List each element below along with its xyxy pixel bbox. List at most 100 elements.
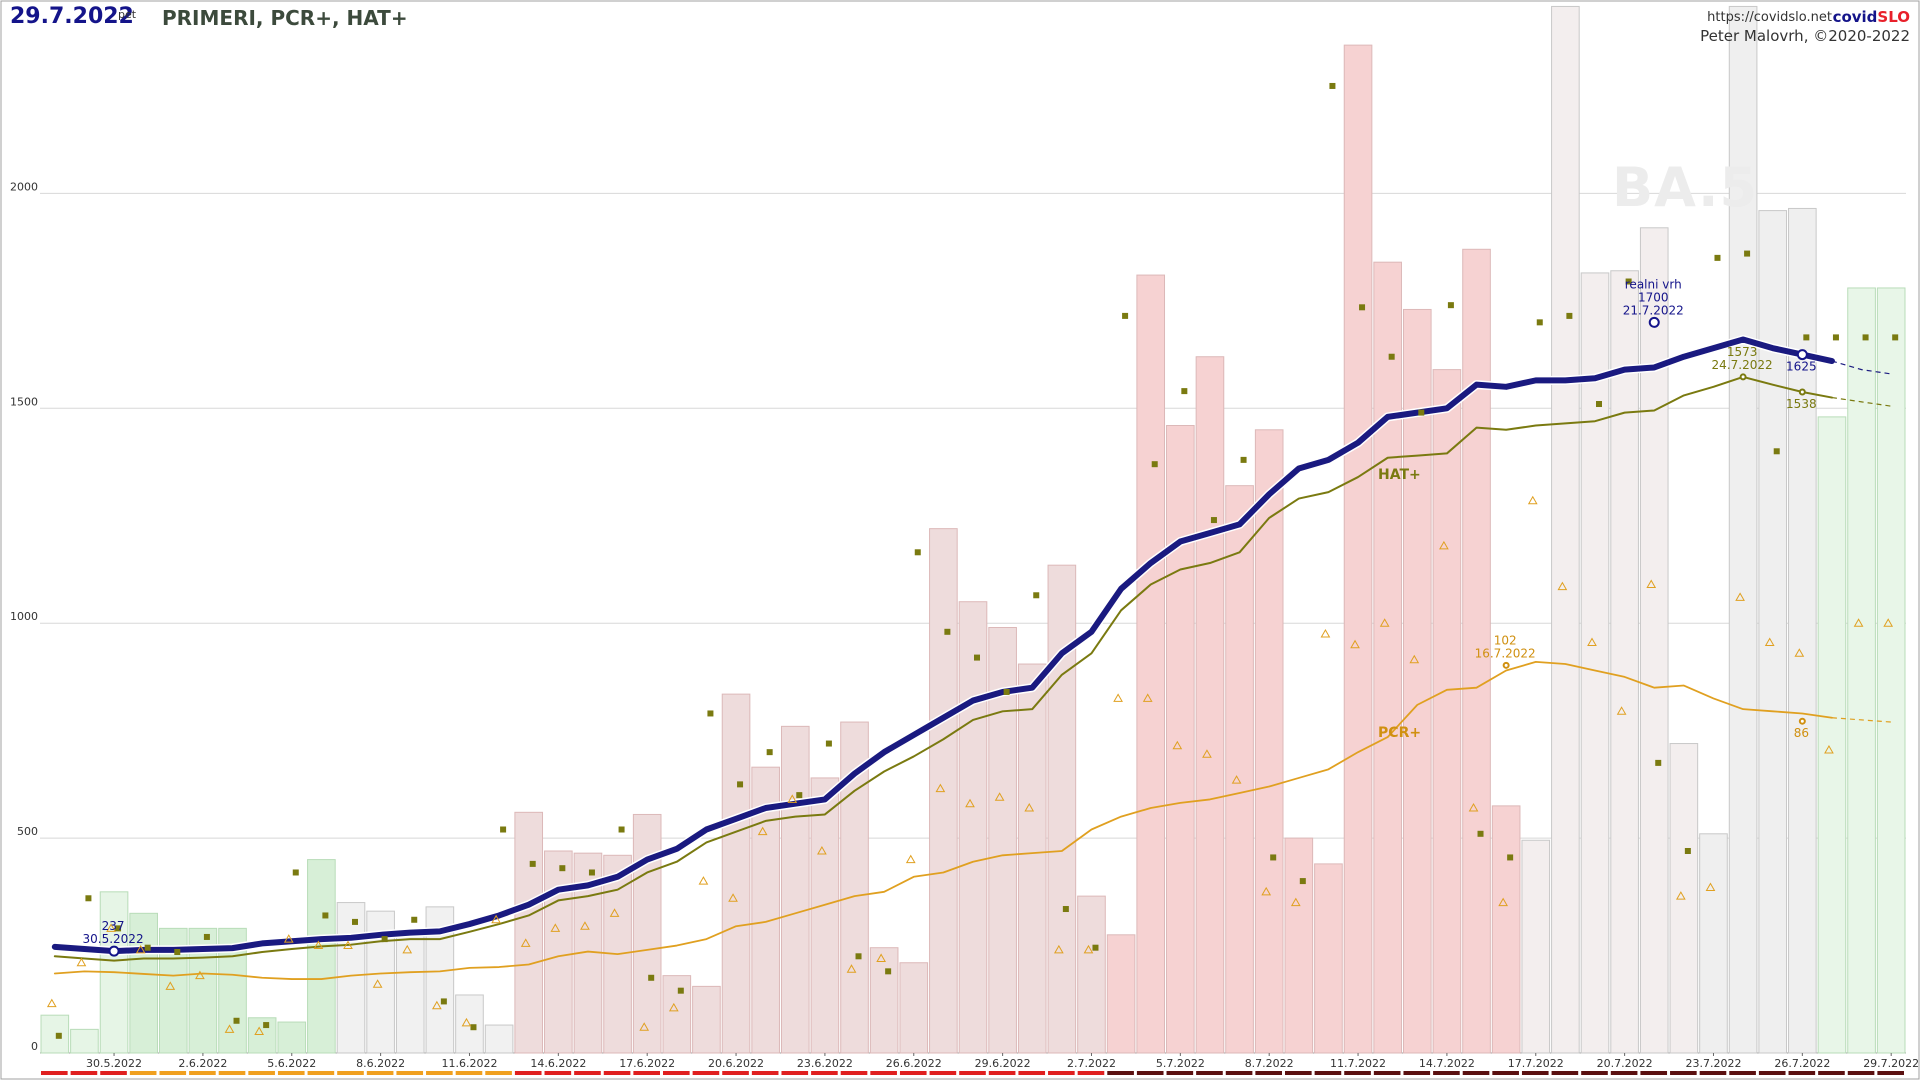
marker-hat [1536,319,1543,326]
status-strip-segment [485,1071,512,1075]
marker-hat [766,749,773,756]
marker-hat [1477,830,1484,837]
status-strip-segment [1285,1071,1312,1075]
status-strip-segment [1521,1071,1549,1075]
status-strip-segment [692,1071,720,1075]
bar-primeri [1551,5,1580,1054]
annotation-label: 86 [1794,726,1809,740]
marker-pcr [1113,693,1123,702]
marker-hat [1033,592,1040,599]
y-tick-label: 0 [31,1040,38,1053]
status-strip-segment [959,1071,986,1075]
marker-pcr [402,944,413,954]
bar-primeri [1610,270,1639,1054]
marker-hat [470,1024,477,1031]
status-strip-segment [870,1071,897,1075]
status-strip-segment [1136,1071,1164,1075]
x-tick-label: 30.5.2022 [86,1057,142,1070]
status-strip-segment [426,1071,453,1075]
marker-hat [974,654,980,661]
bar-primeri [1343,44,1373,1054]
y-tick-label: 500 [17,825,38,838]
x-tick-label: 17.6.2022 [619,1057,675,1070]
marker-pcr [1883,618,1894,627]
marker-pcr [1379,618,1390,627]
marker-pcr [1142,693,1153,702]
status-strip-segment [514,1071,542,1075]
status-strip-segment [1847,1071,1875,1075]
status-strip-segment [929,1071,957,1075]
annotation-label: 1573 [1727,345,1758,359]
marker-pcr [876,953,887,962]
marker-pcr [639,1022,650,1031]
marker-hat [1210,517,1217,524]
y-tick-label: 2000 [10,180,38,193]
status-strip-segment [1492,1071,1519,1075]
marker-hat [1507,854,1514,861]
bar-primeri [1432,369,1462,1054]
bar-primeri [1136,274,1166,1054]
marker-hat [263,1022,270,1029]
line-primeri-avg [51,336,1835,955]
status-strip-segment [248,1071,275,1075]
status-strip-segment [100,1071,127,1075]
marker-pcr [372,979,383,988]
marker-pcr [1468,803,1479,812]
marker-pcr [1675,891,1686,900]
marker-pcr [283,934,294,943]
marker-hat [944,628,951,635]
marker-hat [1744,250,1751,257]
status-strip-segment [1314,1071,1342,1075]
bar-primeri [1847,287,1876,1054]
marker-hat [1862,334,1869,341]
bar-primeri [869,947,899,1054]
status-strip-segment [574,1071,601,1075]
brand-part-slo: SLO [1877,8,1910,26]
marker-hat [1625,278,1632,285]
marker-hat [1714,254,1721,261]
marker-pcr [580,921,590,930]
line-PCR+_avg-projection [1831,717,1892,723]
marker-pcr [728,893,738,902]
marker-hat [825,740,832,747]
marker-hat [1092,944,1099,951]
marker-pcr [461,1017,472,1027]
annotation-label: 24.7.2022 [1712,358,1773,372]
series-label: HAT+ [1378,467,1421,483]
marker-pcr [46,998,57,1008]
marker-pcr [1350,639,1360,649]
y-tick-label: 1500 [10,395,38,408]
x-axis: 30.5.2022 2.6.2022 5.6.2022 8.6.2022 11.6.20… [41,1053,1919,1075]
status-strip-segment [218,1071,246,1075]
x-tick-label: 17.7.2022 [1508,1057,1564,1070]
status-strip-segment [41,1071,68,1075]
status-strip-segment [337,1071,364,1075]
marker-pcr [106,923,116,932]
marker-hat [648,974,655,981]
annotation-label: 1700 [1638,290,1669,304]
marker-hat [381,936,388,943]
marker-hat [618,826,625,833]
bar-primeri [1580,272,1610,1054]
annotation-label: 30.5.2022 [83,932,144,946]
marker-hat [559,865,566,872]
marker-pcr [1409,654,1420,664]
marker-pcr [1853,618,1864,627]
marker-pcr [846,964,857,973]
status-strip-segment [1048,1071,1075,1075]
x-tick-label: 29.7.2022 [1863,1057,1919,1070]
marker-hat [1803,334,1810,341]
marker-hat [677,987,684,994]
marker-pcr [757,826,768,836]
marker-hat [1270,854,1277,861]
marker-pcr [965,798,975,808]
annotation-label: 1538 [1786,397,1817,411]
marker-pcr [1202,749,1212,758]
status-strip-segment [1107,1071,1134,1075]
annotation-label: realni vrh [1625,277,1682,291]
status-strip-segment [1758,1071,1786,1075]
marker-pcr [1587,637,1597,647]
status-strip-segment [1018,1071,1046,1075]
status-strip-segment [1077,1071,1105,1075]
marker-pcr [1527,495,1538,505]
